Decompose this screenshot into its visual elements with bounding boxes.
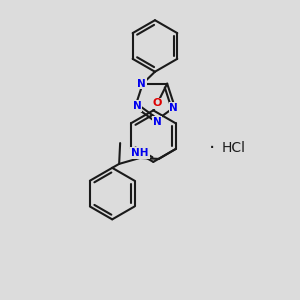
Text: O: O (153, 98, 162, 108)
Text: N: N (153, 117, 161, 127)
Text: HCl: HCl (221, 141, 245, 155)
Text: N: N (169, 103, 178, 113)
Text: ·: · (209, 139, 215, 158)
Text: N: N (137, 79, 146, 88)
Text: NH: NH (131, 148, 149, 158)
Text: N: N (133, 101, 142, 111)
